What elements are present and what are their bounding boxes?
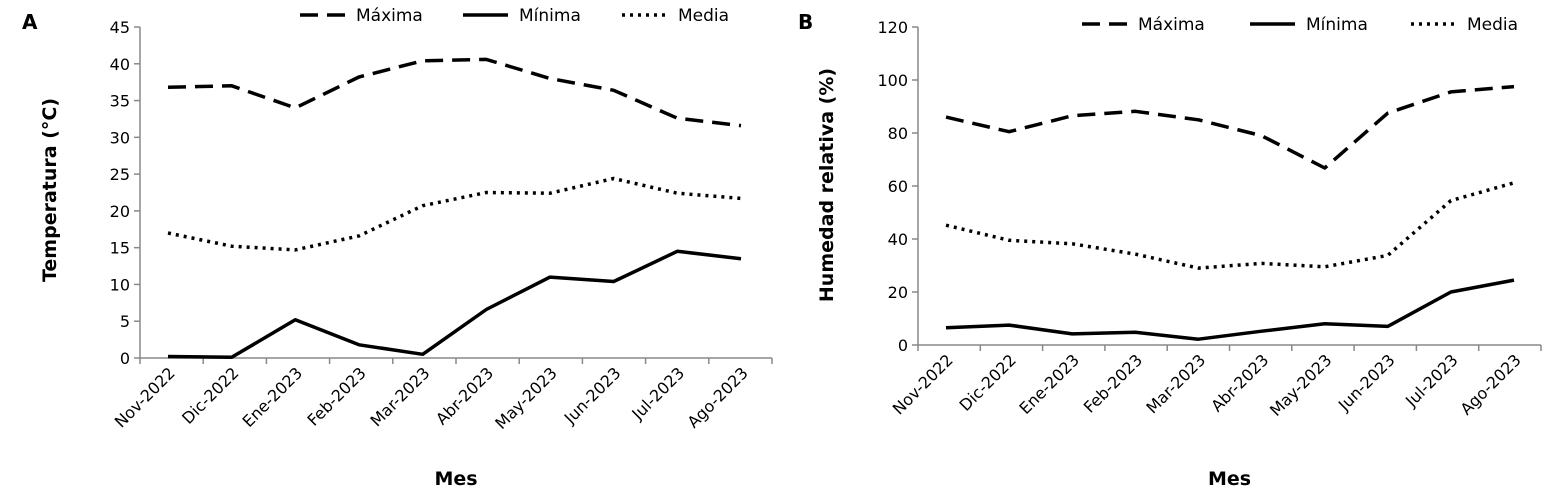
panel-letter: B <box>798 10 813 34</box>
y-axis-label: Temperatura (°C) <box>39 98 61 282</box>
series-line-máxima <box>945 84 1515 170</box>
y-tick-label: 120 <box>877 18 908 37</box>
legend-label: Mínima <box>519 6 581 26</box>
legend-label: Media <box>678 6 729 26</box>
legend-label: Máxima <box>1138 15 1205 35</box>
y-tick-label: 30 <box>110 128 130 147</box>
y-tick-label: 100 <box>877 71 908 90</box>
legend-label: Media <box>1467 15 1518 35</box>
x-tick-label: Mar-2023 <box>1142 350 1209 417</box>
x-axis-label: Mes <box>1208 468 1251 490</box>
series-line-media <box>945 181 1515 270</box>
y-tick-label: 0 <box>898 336 908 355</box>
y-tick-label: 25 <box>110 165 130 184</box>
x-tick-label: Ago-2023 <box>683 363 751 431</box>
x-tick-label: Ene-2023 <box>1015 350 1083 418</box>
x-tick-label: Abr-2023 <box>1207 350 1272 415</box>
x-tick-label: Dic-2022 <box>178 363 242 427</box>
series-line-máxima <box>167 57 742 128</box>
y-tick-label: 80 <box>888 124 908 143</box>
y-tick-label: 10 <box>110 275 130 294</box>
series-line-media <box>167 176 742 252</box>
series-line-mínima <box>945 278 1515 341</box>
x-tick-label: Nov-2022 <box>111 363 179 431</box>
x-tick-label: Jul-2023 <box>627 363 688 424</box>
series-line-mínima <box>167 249 742 360</box>
y-tick-label: 45 <box>110 18 130 37</box>
legend-label: Mínima <box>1306 15 1368 35</box>
y-tick-label: 40 <box>110 55 130 74</box>
x-tick-label: Ago-2023 <box>1456 350 1524 418</box>
x-tick-label: Nov-2022 <box>889 350 957 418</box>
chart-panel-a: A 0 5 10 15 20 25 30 35 40 45 Nov-2022 Dic-2022Ene-2… <box>22 6 773 490</box>
x-tick-label: Dic-2022 <box>956 350 1020 414</box>
x-tick-label: Jun-2023 <box>560 363 625 428</box>
y-tick-label: 35 <box>110 92 130 111</box>
x-tick-label: Ene-2023 <box>239 363 307 431</box>
panel-letter: A <box>22 10 38 34</box>
x-tick-label: Abr-2023 <box>432 363 497 428</box>
x-axis-label: Mes <box>434 468 477 490</box>
y-tick-label: 15 <box>110 239 130 258</box>
x-tick-label: May-2023 <box>491 363 561 433</box>
y-axis-label: Humedad relativa (%) <box>816 68 838 302</box>
x-tick-label: May-2023 <box>1266 350 1336 420</box>
x-tick-label: Jul-2023 <box>1401 350 1462 411</box>
y-tick-label: 60 <box>888 177 908 196</box>
x-tick-label: Mar-2023 <box>367 363 434 430</box>
legend-label: Máxima <box>356 6 423 26</box>
x-tick-label: Jun-2023 <box>1334 350 1399 415</box>
chart-panel-b: B 0 20 40 60 80 100 120 Nov-2022Dic-2022Ene-2023… <box>798 10 1542 490</box>
y-tick-label: 20 <box>110 202 130 221</box>
y-tick-label: 5 <box>120 312 130 331</box>
x-tick-label: Feb-2023 <box>303 363 369 429</box>
y-tick-label: 20 <box>888 283 908 302</box>
x-tick-label: Feb-2023 <box>1080 350 1146 416</box>
y-tick-label: 0 <box>120 349 130 368</box>
y-tick-label: 40 <box>888 230 908 249</box>
